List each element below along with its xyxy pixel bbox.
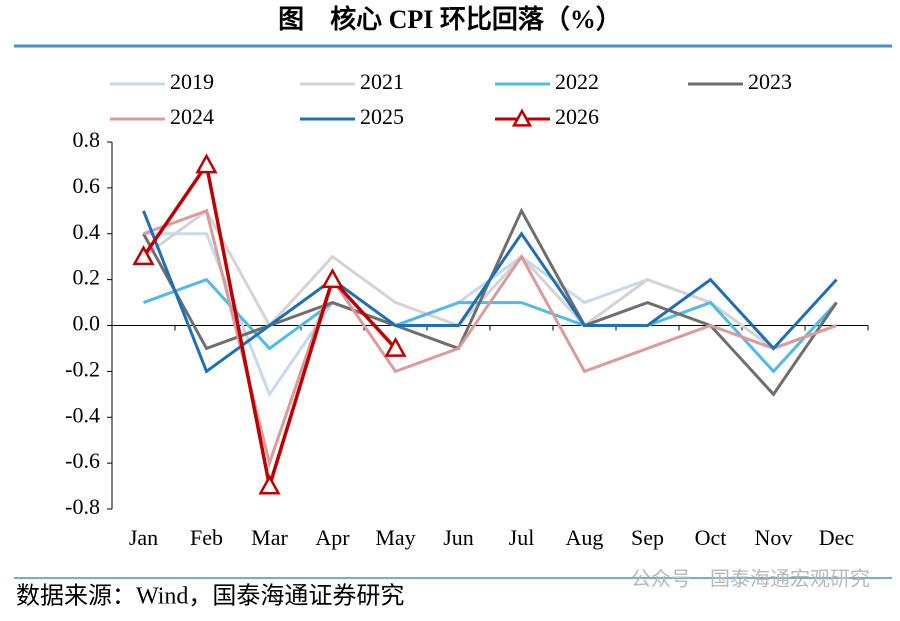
legend-marker	[511, 108, 533, 127]
x-tick-label: Apr	[315, 525, 350, 550]
y-tick-label: -0.4	[65, 402, 100, 427]
x-tick-label: Dec	[819, 525, 855, 550]
x-tick-label: May	[375, 525, 415, 550]
point-marker	[321, 268, 344, 289]
y-tick-label: 0.6	[73, 173, 101, 198]
x-tick-label: Nov	[755, 525, 793, 550]
x-tick-label: Jul	[509, 525, 535, 550]
y-tick-label: -0.2	[65, 356, 100, 381]
x-tick-label: Jun	[443, 525, 474, 550]
point-marker	[132, 245, 155, 266]
point-marker	[258, 474, 281, 495]
x-tick-label: Mar	[251, 525, 288, 550]
chart-title: 图 核心 CPI 环比回落（%）	[278, 4, 622, 34]
series-line	[142, 210, 838, 374]
series-line	[142, 208, 838, 469]
y-tick-label: -0.8	[65, 494, 100, 519]
watermark: 公众号 · 国泰海通宏观研究	[631, 567, 870, 591]
legend-label: 2024	[170, 104, 214, 129]
legend-label: 2023	[748, 69, 792, 94]
legend-label: 2021	[360, 69, 404, 94]
point-marker	[384, 336, 407, 357]
legend-label: 2022	[555, 69, 599, 94]
point-marker	[195, 153, 218, 174]
x-tick-label: Aug	[566, 525, 604, 550]
y-tick-label: -0.6	[65, 448, 100, 473]
y-tick-label: 0.0	[73, 311, 101, 336]
y-tick-label: 0.8	[73, 127, 101, 152]
legend-label: 2026	[555, 104, 599, 129]
y-tick-label: 0.2	[73, 265, 101, 290]
x-tick-label: Feb	[190, 525, 223, 550]
series-line	[142, 208, 838, 351]
x-tick-label: Sep	[631, 525, 664, 550]
legend-label: 2019	[170, 69, 214, 94]
y-tick-label: 0.4	[73, 219, 101, 244]
legend-label: 2025	[360, 104, 404, 129]
source: 数据来源：Wind，国泰海通证券研究	[16, 583, 404, 610]
x-tick-label: Jan	[129, 525, 158, 550]
x-tick-label: Oct	[695, 525, 727, 550]
